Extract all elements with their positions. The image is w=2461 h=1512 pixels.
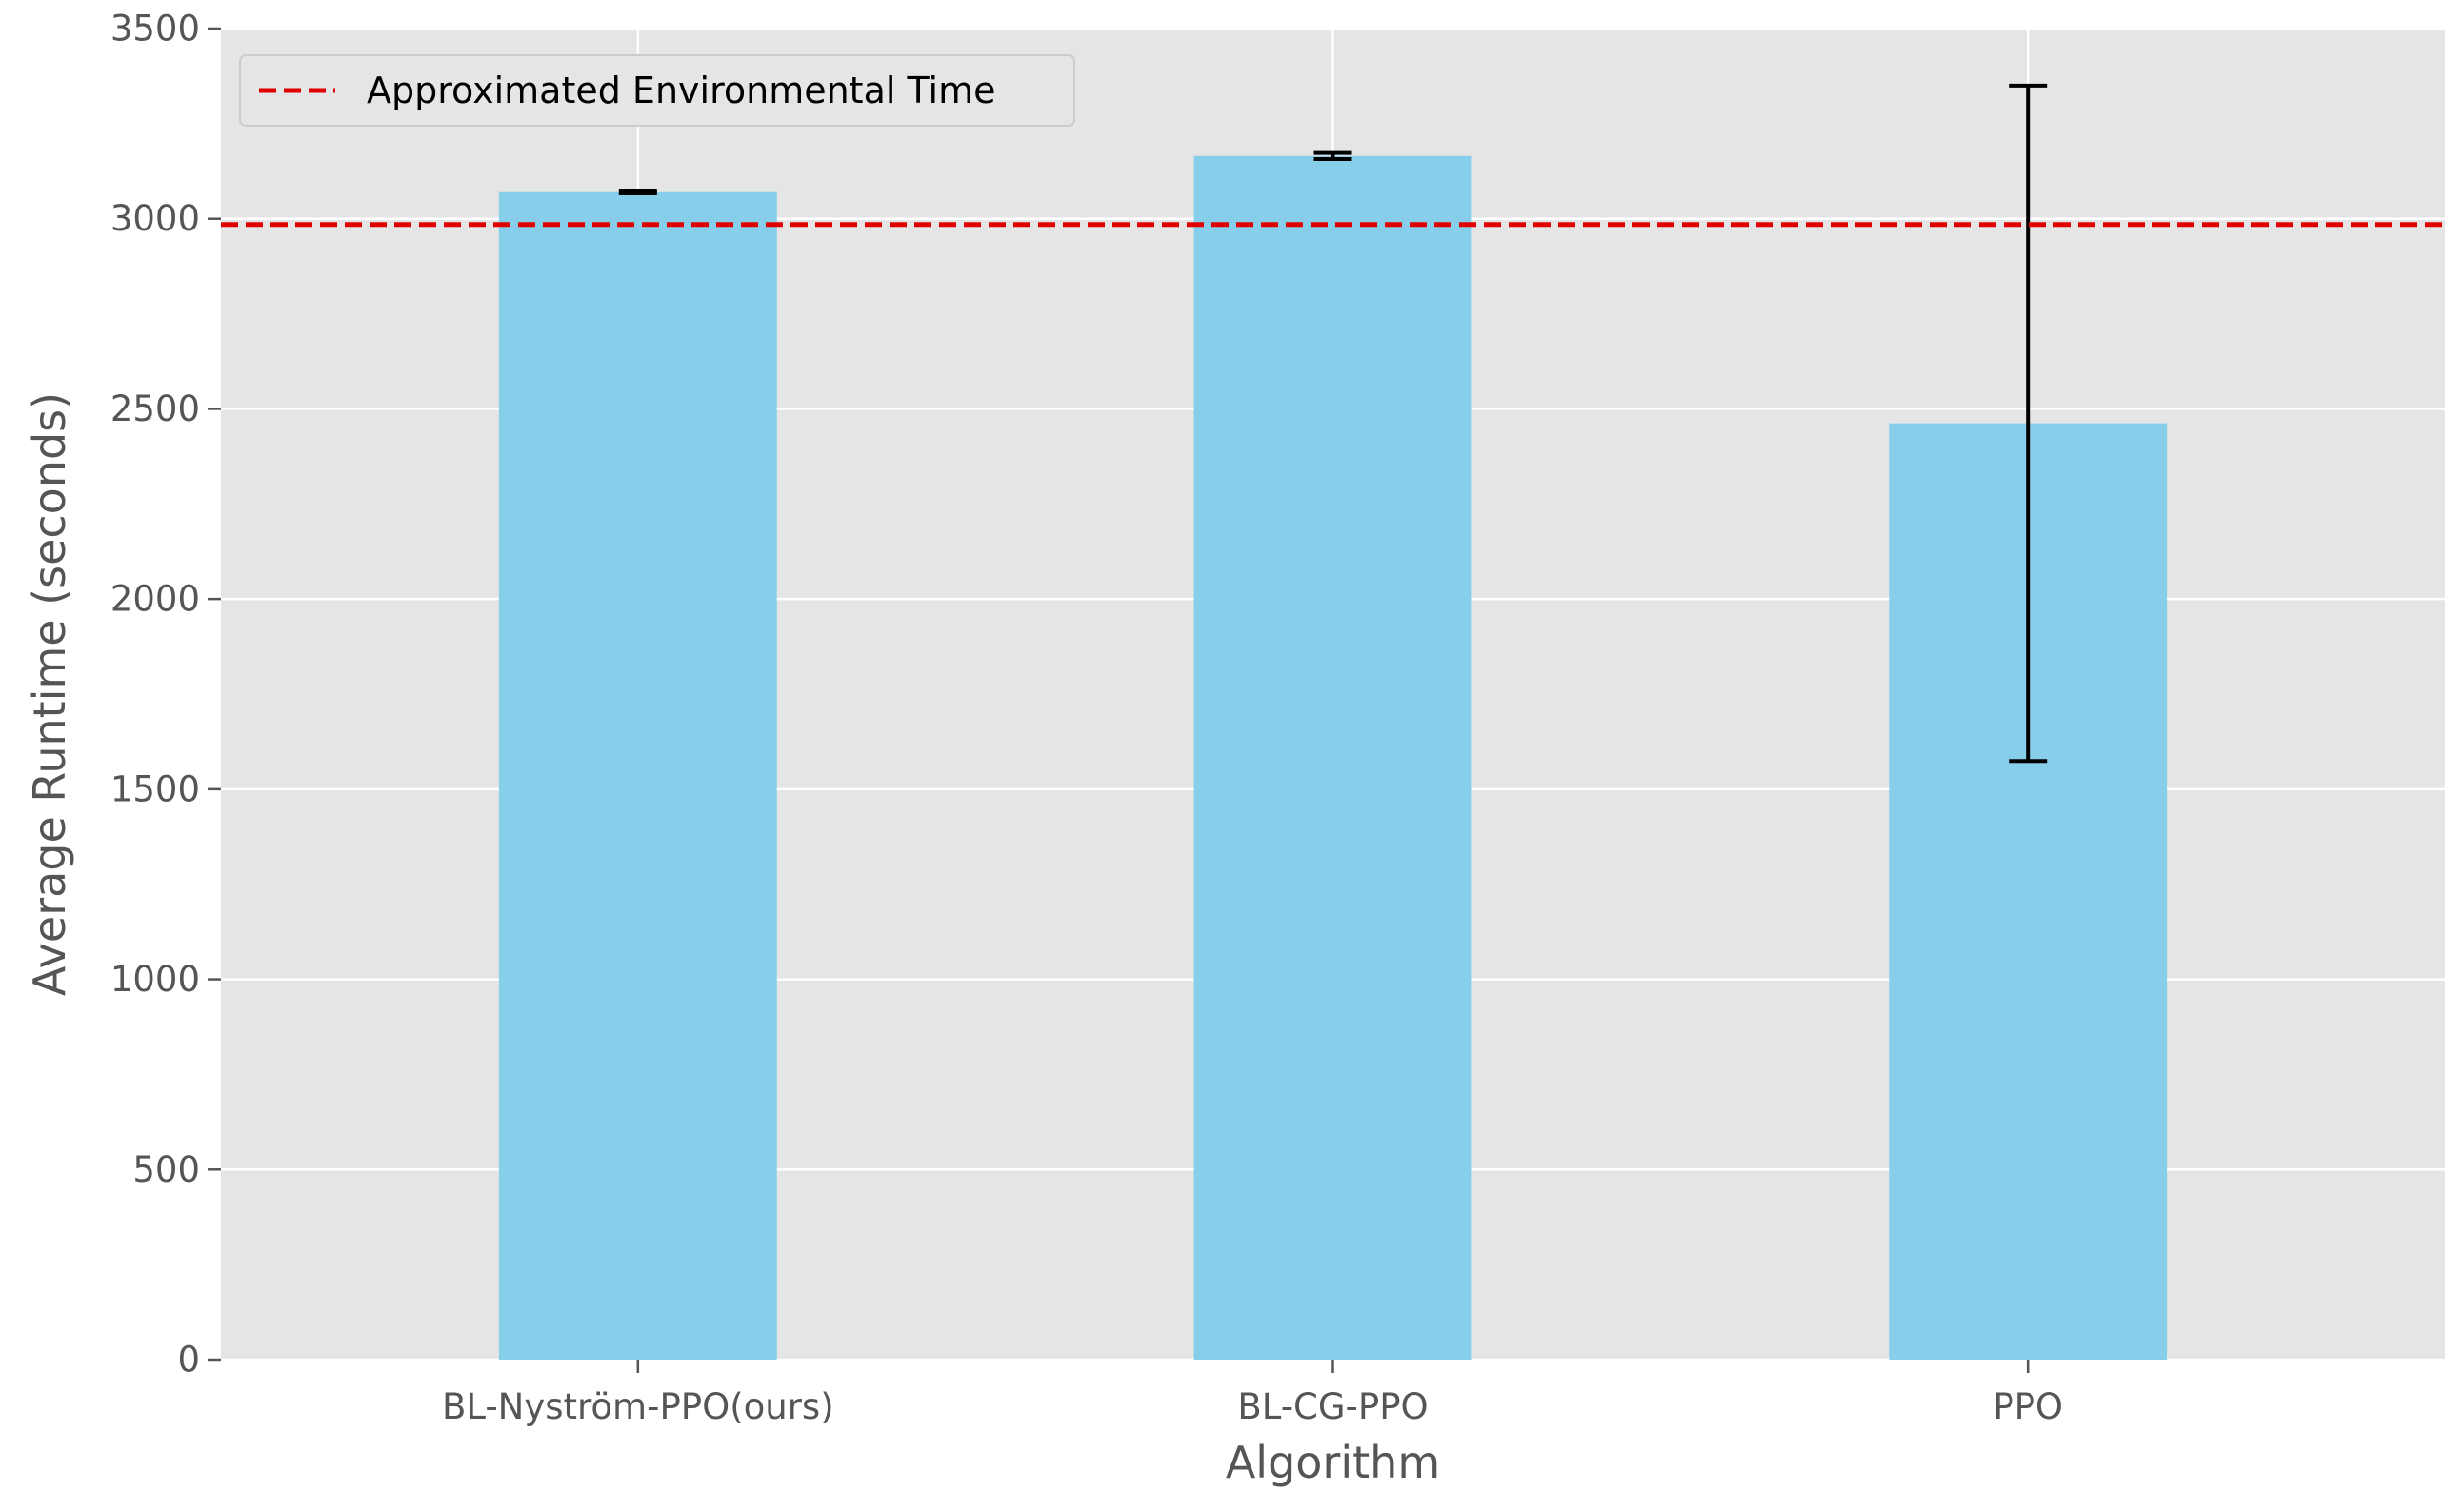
- x-tick-label: BL-CG-PPO: [1237, 1386, 1428, 1427]
- y-tick-label: 0: [177, 1340, 200, 1381]
- bar: [498, 191, 777, 1361]
- x-tick-label: PPO: [1992, 1386, 2063, 1427]
- y-axis-ticks: 0 500 1000 1500 2000 2500 3000 3500: [110, 9, 221, 1381]
- y-tick-label: 500: [132, 1149, 200, 1190]
- y-tick-label: 2000: [110, 579, 200, 620]
- legend-label: Approximated Environmental Time: [367, 70, 996, 111]
- bar: [1193, 155, 1472, 1360]
- bars: [498, 155, 2168, 1361]
- x-axis-ticks: BL-Nyström-PPO(ours) BL-CG-PPO PPO: [442, 1360, 2063, 1427]
- legend-box: [239, 54, 1075, 127]
- legend: Approximated Environmental Time: [239, 54, 1075, 127]
- y-tick-label: 2500: [110, 388, 200, 429]
- y-tick-label: 3500: [110, 9, 200, 50]
- x-tick-label: BL-Nyström-PPO(ours): [442, 1386, 834, 1427]
- y-tick-label: 3000: [110, 198, 200, 239]
- error-bars: [618, 83, 2048, 764]
- y-axis-title: Average Runtime (seconds): [24, 392, 75, 996]
- y-tick-label: 1500: [110, 768, 200, 809]
- y-tick-label: 1000: [110, 959, 200, 1000]
- x-axis-title: Algorithm: [1226, 1437, 1440, 1488]
